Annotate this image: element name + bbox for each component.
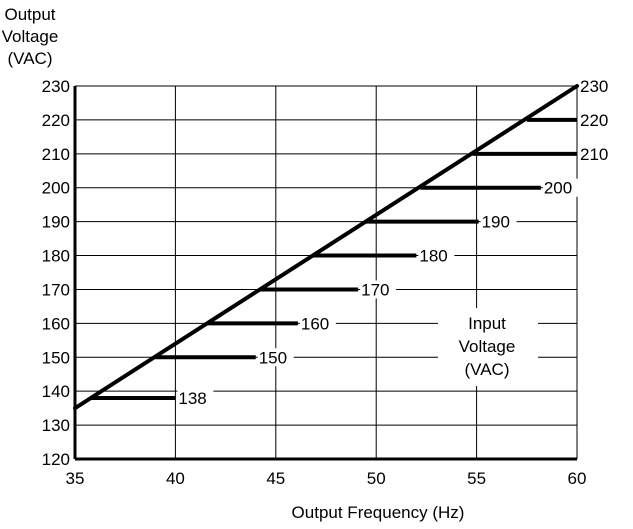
series-label-bg: [177, 388, 214, 407]
series-legend-bg: [438, 308, 538, 386]
y-tick-label: 190: [42, 213, 70, 232]
series-label-bg: [579, 77, 615, 95]
input-voltage-lines: [91, 117, 577, 400]
y-tick-label: 150: [42, 348, 70, 367]
y-tick-label: 230: [42, 77, 70, 96]
series-legend-line: Voltage: [459, 337, 516, 356]
y-tick-label: 200: [42, 179, 70, 198]
y-axis-title-line: Output: [4, 5, 55, 24]
series-labels: 138 150 160 170 180 190 200 210 220 230: [177, 77, 615, 408]
series-label-bg: [257, 348, 294, 367]
y-axis-title-line: (VAC): [7, 49, 52, 68]
x-axis-title: Output Frequency (Hz): [292, 503, 465, 522]
y-axis-title: Output Voltage (VAC): [2, 5, 59, 68]
series-label-138: 138: [178, 389, 206, 408]
series-legend-line: (VAC): [464, 360, 509, 379]
series-label-200: 200: [544, 179, 572, 198]
y-tick-label: 120: [42, 450, 70, 469]
series-label-bg: [418, 246, 455, 265]
y-tick-label: 160: [42, 314, 70, 333]
series-label-bg: [579, 144, 615, 163]
y-axis-title-line: Voltage: [2, 27, 59, 46]
series-label-210: 210: [580, 145, 608, 164]
y-tick-label: 170: [42, 280, 70, 299]
series-label-160: 160: [301, 314, 329, 333]
x-tick-label: 35: [66, 469, 85, 488]
series-label-170: 170: [361, 280, 389, 299]
x-tick-label: 45: [266, 469, 285, 488]
series-legend: Input Voltage (VAC): [438, 308, 538, 386]
y-tick-label: 140: [42, 382, 70, 401]
y-tick-label: 180: [42, 247, 70, 266]
output-voltage-line: [73, 84, 579, 411]
x-tick-label: 60: [568, 469, 587, 488]
x-tick-label: 50: [367, 469, 386, 488]
y-tick-label: 210: [42, 145, 70, 164]
output-voltage-diagonal: [73, 84, 579, 411]
y-tick-label: 220: [42, 111, 70, 130]
y-tick-labels: 120 130 140 150 160 170 180 190 200 210 220 230: [42, 77, 70, 469]
series-label-190: 190: [482, 213, 510, 232]
series-label-150: 150: [259, 348, 287, 367]
series-label-bg: [480, 212, 517, 231]
plot-frame: [73, 86, 577, 461]
series-label-bg: [579, 110, 615, 129]
x-tick-label: 55: [467, 469, 486, 488]
x-tick-label: 40: [166, 469, 185, 488]
series-legend-line: Input: [468, 314, 506, 333]
series-label-bg: [360, 280, 397, 299]
series-label-230: 230: [580, 77, 608, 96]
x-tick-labels: 35 40 45 50 55 60: [66, 469, 587, 488]
grid: [74, 85, 578, 460]
series-label-220: 220: [580, 111, 608, 130]
y-tick-label: 130: [42, 416, 70, 435]
series-label-bg: [299, 314, 336, 333]
series-label-bg: [542, 178, 579, 197]
series-label-180: 180: [419, 247, 447, 266]
